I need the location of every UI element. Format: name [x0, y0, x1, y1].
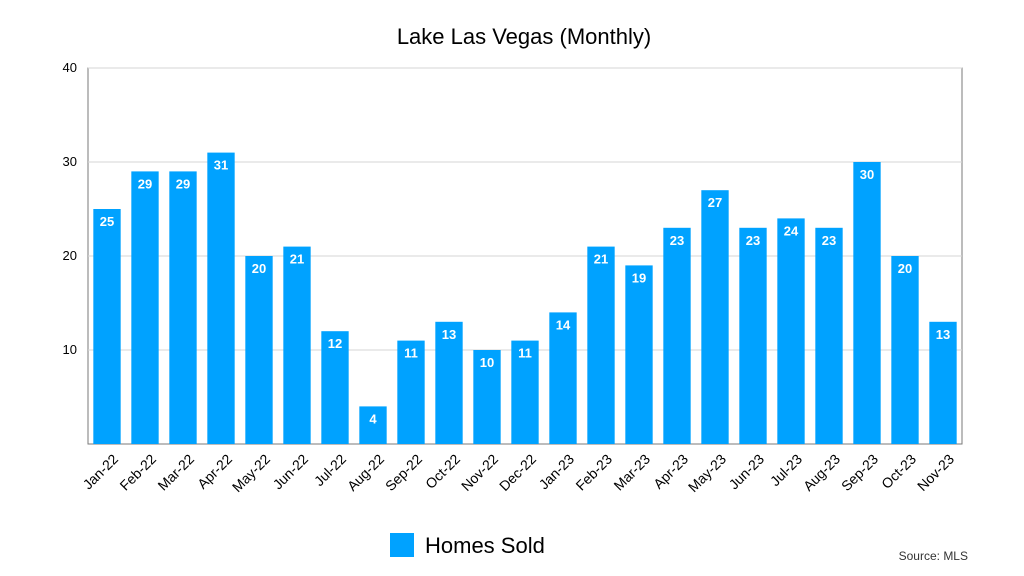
- data-label: 25: [100, 214, 114, 229]
- bar: [511, 340, 539, 444]
- chart-title: Lake Las Vegas (Monthly): [397, 24, 651, 49]
- x-tick-label: Aug-23: [800, 451, 843, 494]
- data-label: 21: [594, 252, 608, 267]
- data-label: 4: [369, 411, 377, 426]
- x-tick-label: May-22: [229, 451, 273, 495]
- x-tick-label: Jan-23: [536, 451, 578, 493]
- bar: [739, 227, 767, 444]
- legend: Homes Sold: [390, 533, 545, 558]
- y-tick-label: 10: [63, 342, 77, 357]
- bar: [473, 350, 501, 444]
- bar: [549, 312, 577, 444]
- y-tick-label: 20: [63, 248, 77, 263]
- data-label: 10: [480, 355, 494, 370]
- bar: [93, 209, 121, 444]
- bar: [853, 162, 881, 444]
- x-tick-label: Jun-22: [270, 451, 312, 493]
- data-label: 11: [518, 346, 532, 361]
- x-tick-label: Nov-22: [458, 451, 501, 494]
- legend-swatch: [390, 533, 414, 557]
- bar: [625, 265, 653, 444]
- data-label: 29: [138, 176, 152, 191]
- x-tick-label: Jan-22: [80, 451, 122, 493]
- bar: [321, 331, 349, 444]
- data-label: 23: [822, 233, 836, 248]
- bars: [93, 152, 957, 444]
- x-tick-label: Oct-22: [422, 451, 463, 492]
- bar: [777, 218, 805, 444]
- x-tick-label: Sep-22: [382, 451, 425, 494]
- x-tick-label: Mar-23: [610, 451, 653, 494]
- bar: [207, 152, 235, 444]
- data-label: 12: [328, 336, 342, 351]
- x-tick-label: May-23: [685, 451, 729, 495]
- source-note: Source: MLS: [899, 549, 968, 563]
- y-tick-label: 40: [63, 60, 77, 75]
- data-label: 29: [176, 176, 190, 191]
- bar: [131, 171, 159, 444]
- data-label: 23: [670, 233, 684, 248]
- x-tick-label: Sep-23: [838, 451, 881, 494]
- data-label: 30: [860, 167, 874, 182]
- bar: [283, 246, 311, 444]
- data-label: 13: [936, 327, 950, 342]
- x-tick-label: Jun-23: [726, 451, 768, 493]
- data-label: 31: [214, 158, 228, 173]
- bar: [891, 256, 919, 444]
- data-label: 14: [556, 317, 571, 332]
- bar: [245, 256, 273, 444]
- x-tick-label: Apr-23: [650, 451, 691, 492]
- bar: [435, 321, 463, 444]
- data-labels: 25 29 29 31 20 21 12 4 11 13 10 11 14 21 19 23 27 23 24 23 3…: [100, 158, 950, 427]
- data-label: 23: [746, 233, 760, 248]
- x-tick-label: Oct-23: [878, 451, 919, 492]
- bar: [397, 340, 425, 444]
- x-tick-label: Apr-22: [194, 451, 235, 492]
- x-tick-label: Dec-22: [496, 451, 539, 494]
- data-label: 27: [708, 195, 722, 210]
- x-tick-label: Nov-23: [914, 451, 957, 494]
- data-label: 11: [404, 346, 418, 361]
- data-label: 20: [252, 261, 266, 276]
- bar: [587, 246, 615, 444]
- x-tick-label: Feb-23: [572, 451, 615, 494]
- y-axis: 10 20 30 40: [63, 60, 77, 357]
- data-label: 24: [784, 223, 799, 238]
- y-tick-label: 30: [63, 154, 77, 169]
- bar: [815, 227, 843, 444]
- data-label: 21: [290, 252, 304, 267]
- bar: [663, 227, 691, 444]
- bar: [169, 171, 197, 444]
- legend-label: Homes Sold: [425, 533, 545, 558]
- x-tick-label: Mar-22: [154, 451, 197, 494]
- x-tick-label: Aug-22: [344, 451, 387, 494]
- x-tick-label: Feb-22: [116, 451, 159, 494]
- data-label: 13: [442, 327, 456, 342]
- data-label: 19: [632, 270, 646, 285]
- bar: [929, 321, 957, 444]
- bar: [701, 190, 729, 444]
- bar: [359, 406, 387, 444]
- data-label: 20: [898, 261, 912, 276]
